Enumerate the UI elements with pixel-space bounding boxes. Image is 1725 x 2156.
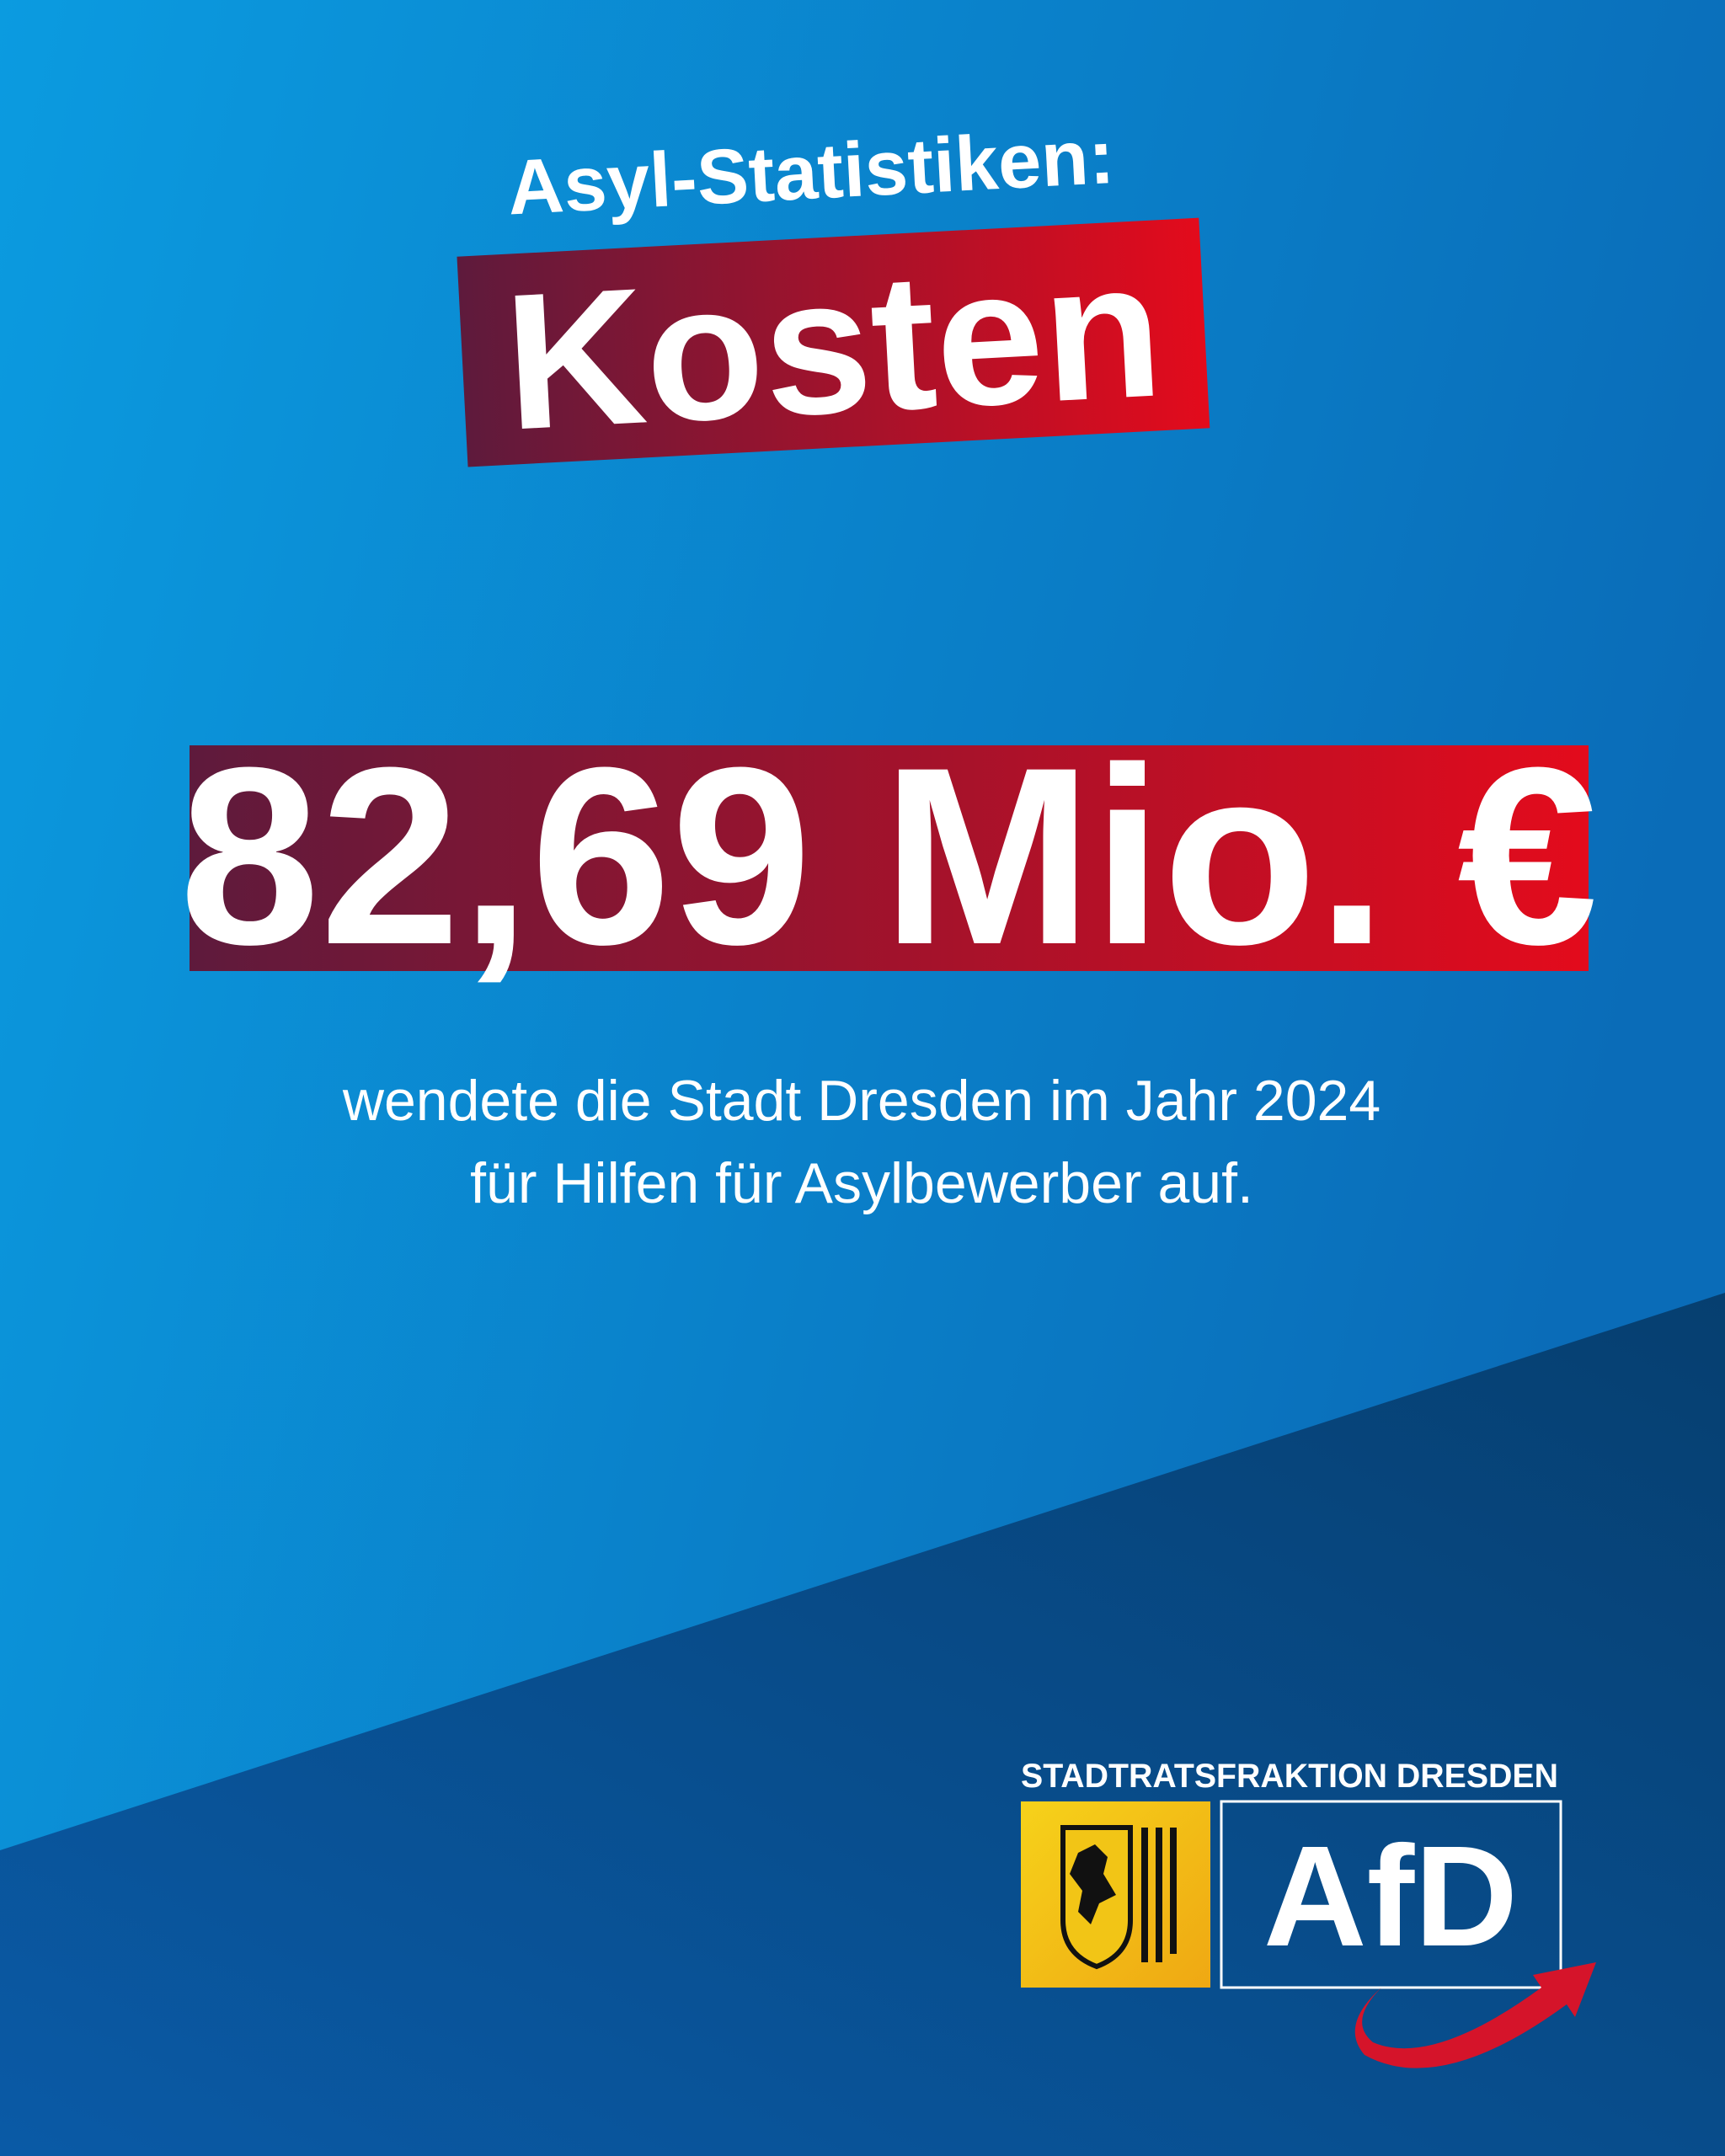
highlight-box xyxy=(457,217,1210,467)
header: Asyl-Statistiken: Kosten xyxy=(457,114,1210,471)
logo-heading: STADTRATSFRAKTION DRESDEN xyxy=(1021,1758,1558,1795)
stripes xyxy=(1141,1828,1177,1962)
description-line: für Hilfen für Asylbewerber auf. xyxy=(470,1151,1253,1215)
description-line: wendete die Stadt Dresden im Jahr 2024 xyxy=(342,1069,1381,1133)
logo-arrow xyxy=(1354,1962,1596,2068)
logo: STADTRATSFRAKTION DRESDEN AfD xyxy=(1021,1758,1596,2068)
lion xyxy=(1070,1844,1116,1924)
amount-box xyxy=(190,745,1589,971)
amount: 82,69 Mio. € xyxy=(179,714,1598,997)
highlight: Kosten xyxy=(500,220,1167,470)
logo-name: AfD xyxy=(1263,1817,1518,1977)
background-band xyxy=(0,1293,1725,2156)
name-box xyxy=(1220,1800,1562,1989)
